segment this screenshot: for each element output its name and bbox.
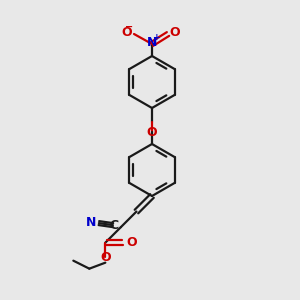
- Text: N: N: [147, 37, 157, 50]
- Text: O: O: [126, 236, 136, 249]
- Text: O: O: [170, 26, 180, 40]
- Text: O: O: [147, 125, 157, 139]
- Text: C: C: [109, 219, 119, 232]
- Text: N: N: [86, 216, 96, 229]
- Text: +: +: [153, 34, 161, 43]
- Text: O: O: [100, 251, 111, 264]
- Text: O: O: [122, 26, 132, 40]
- Text: −: −: [125, 22, 133, 32]
